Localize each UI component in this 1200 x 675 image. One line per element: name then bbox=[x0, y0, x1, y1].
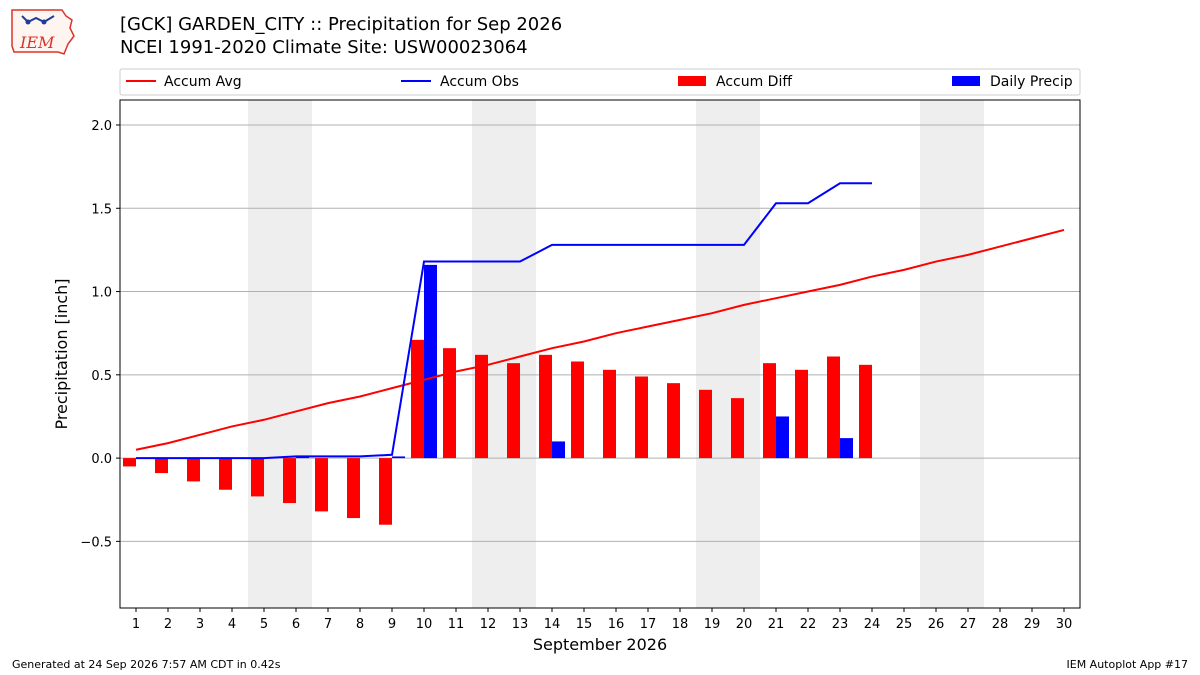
accum-diff-bar bbox=[507, 363, 520, 459]
x-tick-label: 29 bbox=[1024, 617, 1041, 632]
x-tick-label: 18 bbox=[672, 617, 689, 632]
y-ticks: −0.5 0.0 0.5 1.0 1.5 2.0 bbox=[80, 119, 120, 550]
legend-item-accum-diff: Accum Diff bbox=[678, 74, 792, 90]
generated-timestamp: Generated at 24 Sep 2026 7:57 AM CDT in … bbox=[12, 658, 281, 671]
x-tick-label: 13 bbox=[512, 617, 529, 632]
y-tick-label: 1.0 bbox=[91, 286, 112, 301]
x-tick-label: 16 bbox=[608, 617, 625, 632]
legend-item-accum-obs: Accum Obs bbox=[401, 74, 519, 90]
x-tick-label: 25 bbox=[896, 617, 913, 632]
chart-title: [GCK] GARDEN_CITY :: Precipitation for S… bbox=[120, 13, 562, 59]
x-tick-label: 27 bbox=[960, 617, 977, 632]
accum-diff-bar bbox=[571, 361, 584, 459]
x-tick-label: 20 bbox=[736, 617, 753, 632]
title-line-2: NCEI 1991-2020 Climate Site: USW00023064 bbox=[120, 37, 528, 58]
x-tick-label: 10 bbox=[416, 617, 433, 632]
accum-diff-bar bbox=[347, 458, 360, 519]
accum-diff-bar bbox=[379, 458, 392, 525]
x-tick-label: 17 bbox=[640, 617, 657, 632]
plot-frame bbox=[119, 99, 1081, 609]
legend-item-daily-precip: Daily Precip bbox=[952, 74, 1073, 90]
y-tick-label: 0.5 bbox=[91, 369, 112, 384]
accum-diff-bar bbox=[827, 356, 840, 459]
x-tick-label: 30 bbox=[1056, 617, 1073, 632]
title-line-1: [GCK] GARDEN_CITY :: Precipitation for S… bbox=[120, 14, 563, 35]
accum-diff-bar bbox=[859, 364, 872, 459]
legend-frame bbox=[119, 68, 1081, 96]
iem-logo: IEM bbox=[11, 9, 75, 55]
daily-precip-bar bbox=[392, 456, 405, 459]
legend-item-accum-avg: Accum Avg bbox=[126, 74, 242, 90]
accum-diff-bar bbox=[283, 458, 296, 504]
y-axis-label: Precipitation [inch] bbox=[52, 278, 71, 429]
accum-diff-bars bbox=[123, 339, 872, 525]
weekend-band bbox=[248, 100, 312, 608]
accum-diff-bar bbox=[251, 458, 264, 497]
accum-obs-line bbox=[136, 182, 872, 460]
x-tick-label: 24 bbox=[864, 617, 881, 632]
accum-diff-bar bbox=[731, 398, 744, 459]
daily-precip-bar bbox=[552, 441, 565, 459]
accum-diff-bar bbox=[123, 458, 136, 467]
y-tick-label: 2.0 bbox=[91, 119, 112, 134]
daily-precip-bar bbox=[424, 264, 437, 459]
x-tick-label: 11 bbox=[448, 617, 465, 632]
x-tick-label: 2 bbox=[164, 617, 172, 632]
x-tick-label: 15 bbox=[576, 617, 593, 632]
x-tick-label: 7 bbox=[324, 617, 332, 632]
legend: Accum Avg Accum Obs Accum Diff Daily Pre… bbox=[119, 68, 1081, 96]
y-tick-label: 1.5 bbox=[91, 202, 112, 217]
x-tick-label: 6 bbox=[292, 617, 300, 632]
weekend-band bbox=[920, 100, 984, 608]
legend-label-accum-diff: Accum Diff bbox=[716, 74, 792, 90]
accum-diff-bar bbox=[539, 354, 552, 459]
accum-diff-bar bbox=[411, 339, 424, 459]
daily-precip-bar bbox=[776, 416, 789, 459]
x-tick-label: 21 bbox=[768, 617, 785, 632]
legend-label-accum-avg: Accum Avg bbox=[164, 74, 242, 90]
x-tick-label: 3 bbox=[196, 617, 204, 632]
accum-diff-bar bbox=[603, 369, 616, 459]
x-tick-label: 14 bbox=[544, 617, 561, 632]
legend-label-accum-obs: Accum Obs bbox=[440, 74, 519, 90]
accum-diff-bar bbox=[763, 363, 776, 459]
daily-precip-bar bbox=[840, 438, 853, 459]
x-tick-label: 22 bbox=[800, 617, 817, 632]
accum-diff-bar bbox=[699, 389, 712, 459]
x-tick-label: 4 bbox=[228, 617, 236, 632]
x-tick-label: 12 bbox=[480, 617, 497, 632]
y-tick-label: 0.0 bbox=[91, 452, 112, 467]
x-tick-label: 23 bbox=[832, 617, 849, 632]
x-tick-label: 8 bbox=[356, 617, 364, 632]
accum-diff-bar bbox=[155, 458, 168, 474]
legend-label-daily-precip: Daily Precip bbox=[990, 74, 1073, 90]
weekend-shading bbox=[248, 100, 984, 608]
accum-avg-line bbox=[135, 228, 1065, 451]
accum-diff-bar bbox=[443, 348, 456, 459]
x-tick-label: 5 bbox=[260, 617, 268, 632]
accum-diff-bar bbox=[219, 458, 232, 490]
x-axis-label: September 2026 bbox=[533, 635, 667, 654]
accum-diff-bar bbox=[795, 369, 808, 459]
weekend-band bbox=[696, 100, 760, 608]
accum-diff-bar bbox=[187, 458, 200, 482]
accum-diff-bar bbox=[667, 383, 680, 459]
x-tick-label: 19 bbox=[704, 617, 721, 632]
accum-diff-bar bbox=[635, 376, 648, 459]
accum-diff-bar bbox=[475, 354, 488, 459]
x-tick-label: 9 bbox=[388, 617, 396, 632]
weekend-band bbox=[472, 100, 536, 608]
y-tick-label: −0.5 bbox=[80, 535, 112, 550]
accum-diff-bar bbox=[315, 458, 328, 512]
x-tick-label: 26 bbox=[928, 617, 945, 632]
x-ticks: 1 2 3 4 5 6 7 8 9 10 11 12 13 14 15 16 17 18 19 20 21 22 23 24 2… bbox=[132, 608, 1072, 632]
x-tick-label: 28 bbox=[992, 617, 1009, 632]
logo-text: IEM bbox=[19, 33, 55, 52]
x-tick-label: 1 bbox=[132, 617, 140, 632]
accum-lines bbox=[135, 182, 1065, 460]
daily-precip-bars bbox=[296, 264, 853, 459]
app-credit: IEM Autoplot App #17 bbox=[1066, 658, 1189, 671]
